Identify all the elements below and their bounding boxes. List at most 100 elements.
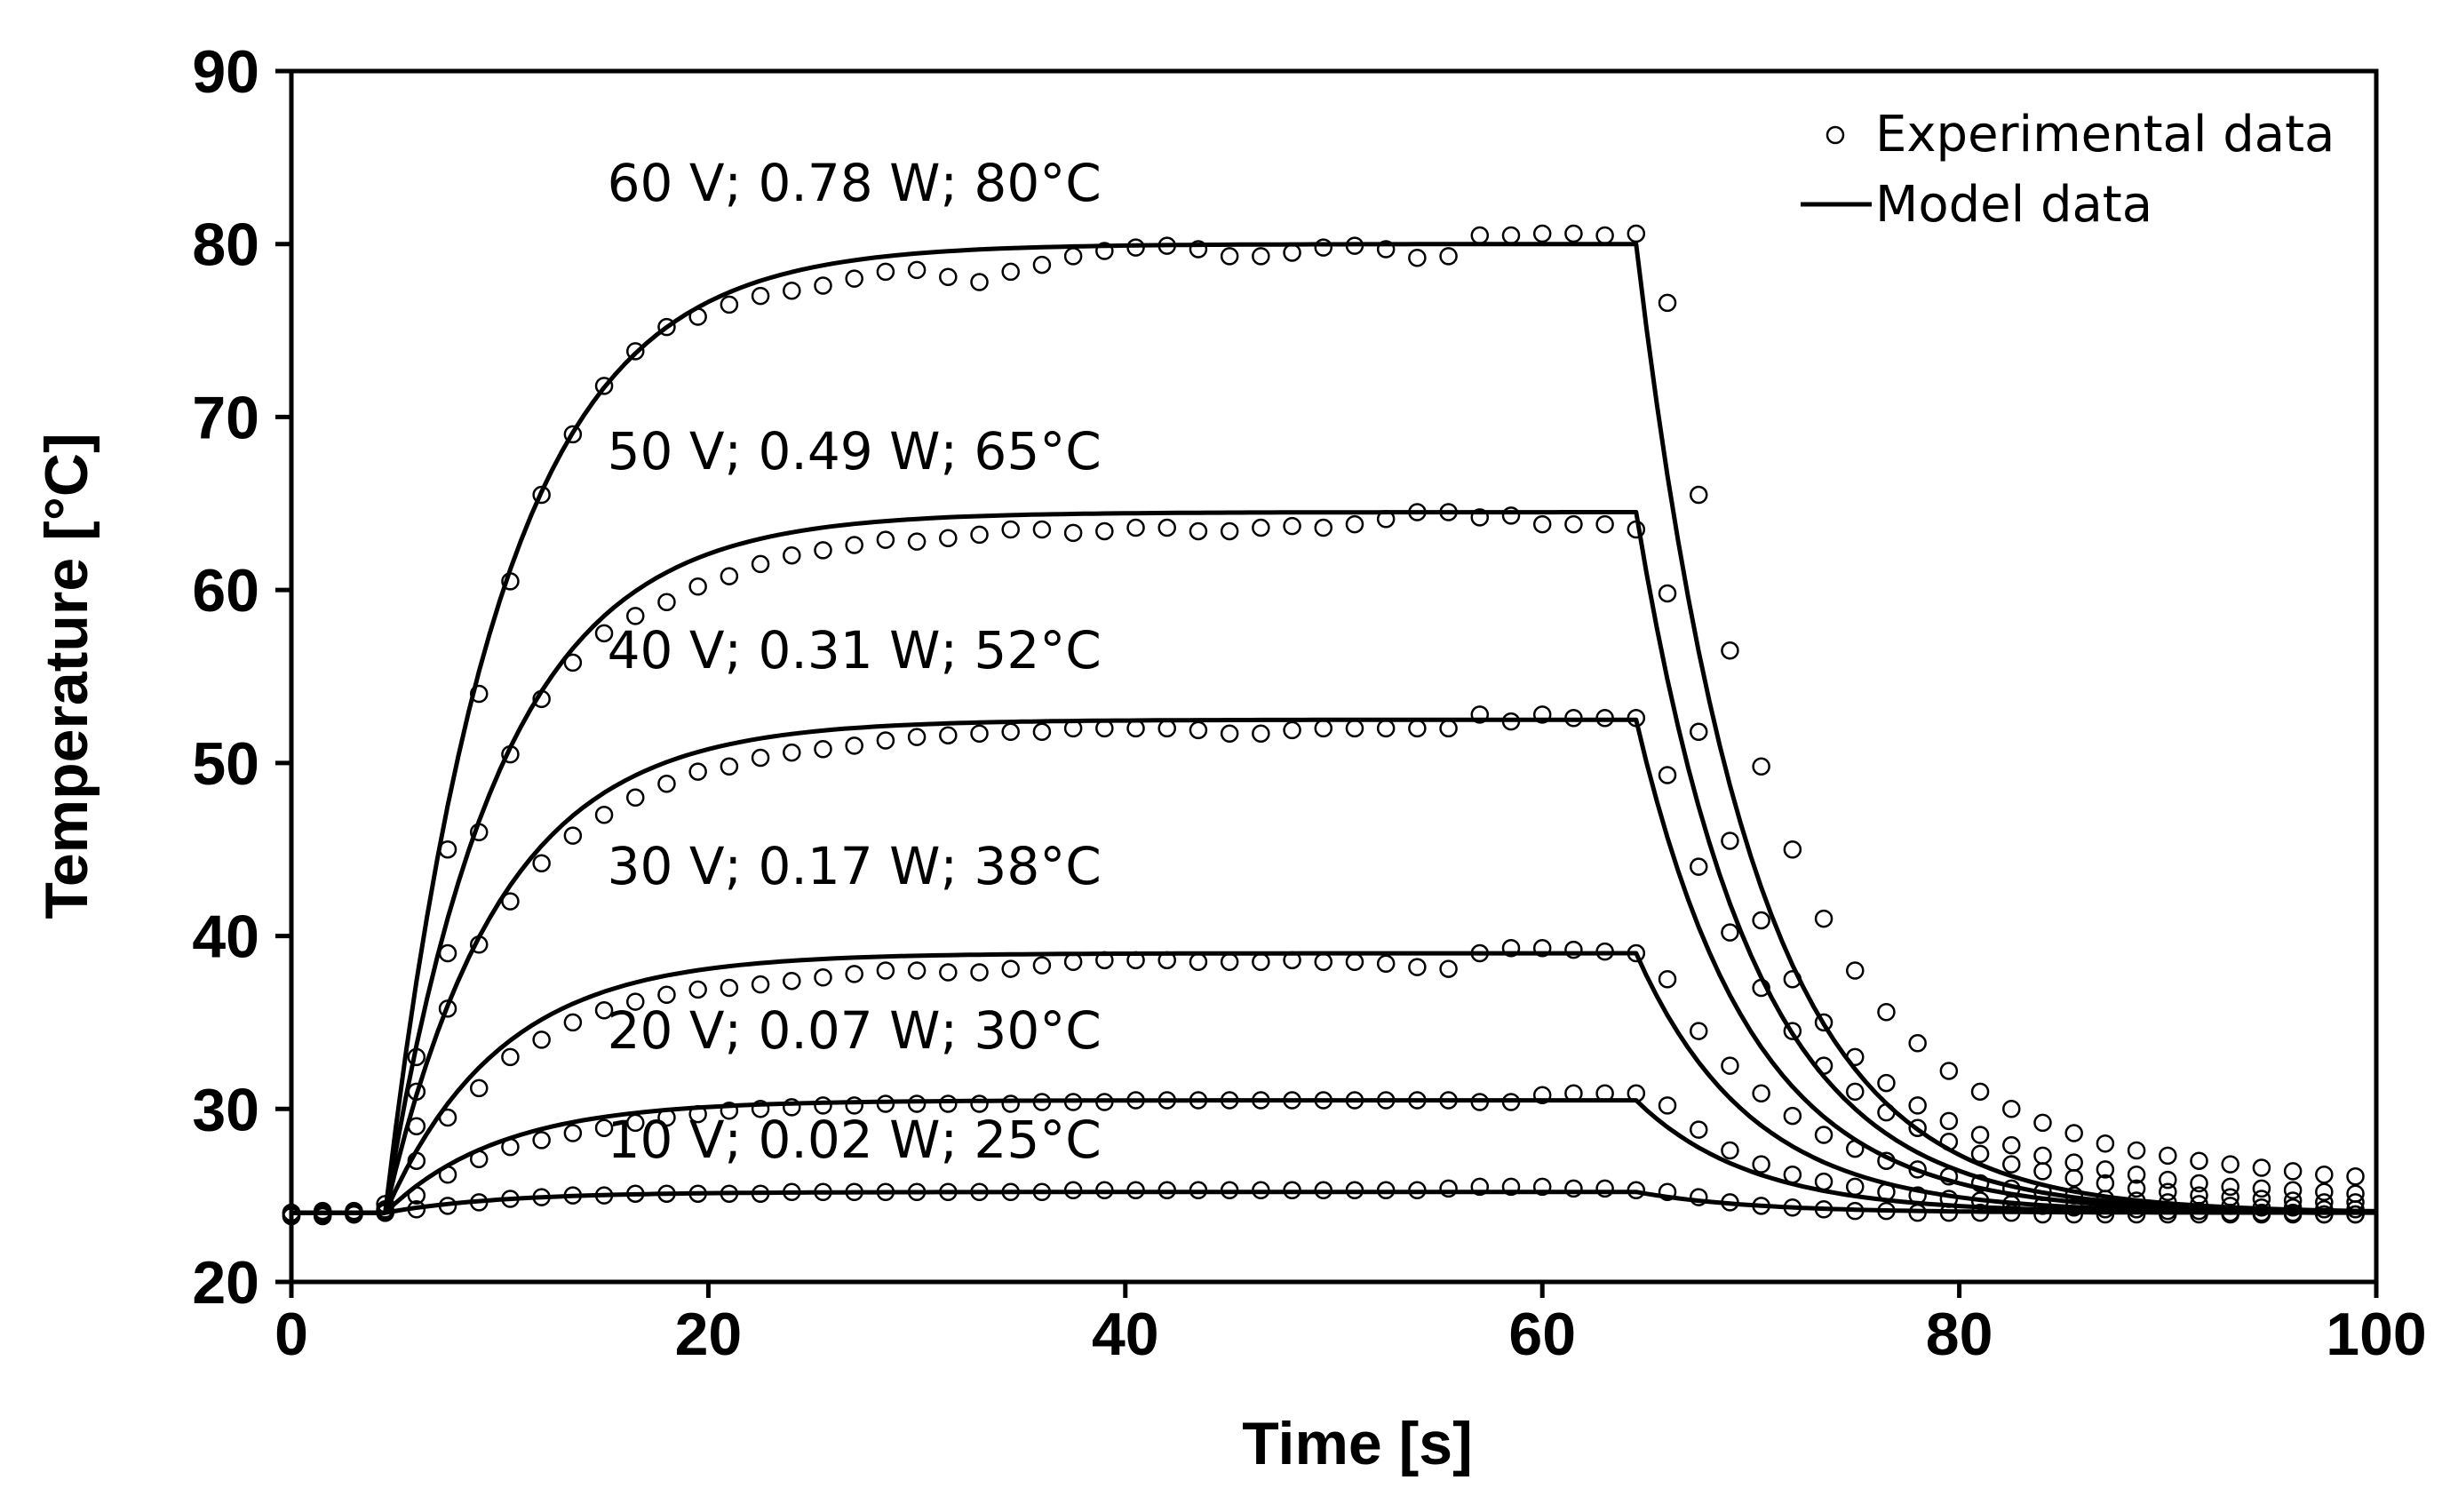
y-tick-label: 30 <box>192 1076 259 1143</box>
experimental-point-series-1 <box>1627 224 1646 243</box>
experimental-point-series-6 <box>688 1184 707 1203</box>
experimental-point-series-1 <box>2096 1134 2115 1153</box>
experimental-point-series-4 <box>1908 1160 1927 1179</box>
experimental-point-series-6 <box>1532 1177 1552 1197</box>
experimental-point-series-6 <box>469 1193 489 1212</box>
experimental-point-series-6 <box>2064 1205 2083 1224</box>
experimental-point-series-4 <box>1846 1139 1865 1158</box>
x-axis: 0 20 40 60 80 100 <box>274 1282 2427 1368</box>
y-tick-label: 70 <box>192 384 259 451</box>
y-tick-label: 20 <box>192 1249 259 1317</box>
experimental-point-series-6 <box>1189 1181 1208 1200</box>
experimental-point-series-5 <box>2127 1199 2146 1219</box>
experimental-point-series-4 <box>1564 940 1583 959</box>
experimental-point-series-6 <box>1345 1181 1364 1200</box>
experimental-point-series-6 <box>657 1184 676 1203</box>
experimental-point-series-2 <box>2159 1170 2177 1190</box>
x-tick-label: 100 <box>2326 1301 2426 1368</box>
experimental-point-series-5 <box>1439 1091 1458 1110</box>
experimental-point-series-3 <box>501 892 520 911</box>
experimental-point-series-2 <box>876 530 895 549</box>
experimental-point-series-5 <box>1877 1182 1896 1201</box>
experimental-point-series-4 <box>594 1001 614 1020</box>
experimental-point-series-2 <box>1877 1073 1896 1093</box>
experimental-point-series-5 <box>2033 1197 2052 1215</box>
experimental-point-series-1 <box>1314 238 1333 257</box>
experimental-point-series-3 <box>1783 1022 1802 1040</box>
model-line-series-3 <box>291 717 2376 1215</box>
legend: Experimental data Model data <box>1801 106 2335 234</box>
experimental-point-series-5 <box>563 1124 583 1142</box>
y-tick-label: 40 <box>192 903 259 971</box>
experimental-point-series-1 <box>1095 242 1114 260</box>
experimental-point-series-1 <box>438 840 457 859</box>
experimental-point-series-2 <box>626 607 645 625</box>
experimental-point-series-5 <box>1470 1093 1490 1111</box>
experimental-point-series-1 <box>2190 1151 2208 1170</box>
experimental-point-series-5 <box>1314 1091 1333 1110</box>
experimental-point-series-6 <box>2221 1205 2239 1224</box>
experimental-point-series-5 <box>1063 1093 1083 1111</box>
experimental-point-series-6 <box>407 1199 426 1219</box>
experimental-point-series-6 <box>1721 1193 1739 1212</box>
experimental-point-series-2 <box>1001 520 1020 539</box>
experimental-point-series-1 <box>469 684 489 704</box>
experimental-point-series-3 <box>1314 719 1333 738</box>
experimental-point-series-5 <box>1001 1094 1020 1113</box>
model-line-series-6 <box>291 1190 2376 1215</box>
experimental-point-series-4 <box>814 968 832 987</box>
experimental-point-series-5 <box>438 1166 457 1184</box>
experimental-point-series-6 <box>1220 1181 1239 1200</box>
experimental-point-series-2 <box>1470 508 1490 527</box>
experimental-point-series-4 <box>1627 943 1646 963</box>
experimental-point-series-3 <box>907 728 927 746</box>
experimental-point-series-2 <box>1314 518 1333 537</box>
experimental-point-series-5 <box>1595 1084 1614 1103</box>
experimental-point-series-2 <box>1564 514 1583 534</box>
experimental-point-series-6 <box>2190 1205 2208 1224</box>
experimental-point-series-6 <box>907 1182 927 1201</box>
experimental-point-series-6 <box>1408 1181 1427 1200</box>
experimental-point-series-1 <box>783 282 801 300</box>
experimental-point-series-3 <box>1220 724 1239 744</box>
experimental-point-series-2 <box>1126 518 1145 537</box>
y-axis: 20 30 40 50 60 70 80 90 <box>192 38 291 1317</box>
experimental-point-series-1 <box>2002 1100 2021 1118</box>
experimental-point-series-3 <box>1877 1102 1896 1122</box>
experimental-point-series-5 <box>407 1186 426 1205</box>
experimental-point-series-2 <box>1970 1126 1990 1144</box>
experimental-point-series-4 <box>1814 1126 1834 1144</box>
experimental-point-series-3 <box>1189 720 1208 740</box>
legend-label-model: Model data <box>1875 176 2152 234</box>
experimental-point-series-1 <box>1126 238 1145 257</box>
experimental-point-series-4 <box>1252 952 1270 972</box>
experimental-point-series-3 <box>1283 720 1301 740</box>
experimental-point-series-1 <box>1470 226 1490 245</box>
experimental-point-series-5 <box>876 1094 895 1113</box>
experimental-point-series-2 <box>469 823 489 841</box>
experimental-point-series-6 <box>1063 1181 1083 1200</box>
experimental-point-series-6 <box>1564 1179 1583 1198</box>
experimental-point-series-2 <box>1157 518 1176 537</box>
y-tick-label: 80 <box>192 211 259 279</box>
experimental-point-series-3 <box>1970 1144 1990 1164</box>
experimental-point-series-3 <box>876 731 895 750</box>
experimental-point-series-3 <box>1532 705 1552 724</box>
experimental-point-series-6 <box>1157 1181 1176 1200</box>
experimental-point-series-5 <box>939 1094 958 1113</box>
experimental-point-series-2 <box>907 532 927 551</box>
experimental-point-series-4 <box>1032 956 1052 975</box>
experimental-point-series-2 <box>563 653 583 672</box>
experimental-point-series-4 <box>1376 954 1396 973</box>
y-tick-label: 90 <box>192 38 259 106</box>
experimental-point-series-3 <box>1345 719 1364 738</box>
experimental-point-series-1 <box>1595 226 1614 245</box>
y-axis-title: Temperature [°C] <box>33 433 100 919</box>
experimental-point-series-4 <box>688 980 707 999</box>
legend-label-experimental: Experimental data <box>1875 106 2335 163</box>
experimental-point-series-4 <box>1126 951 1145 970</box>
experimental-point-series-2 <box>2127 1166 2146 1184</box>
experimental-point-series-2 <box>939 529 958 547</box>
experimental-point-series-2 <box>2190 1174 2208 1193</box>
experimental-point-series-4 <box>2283 1198 2303 1217</box>
